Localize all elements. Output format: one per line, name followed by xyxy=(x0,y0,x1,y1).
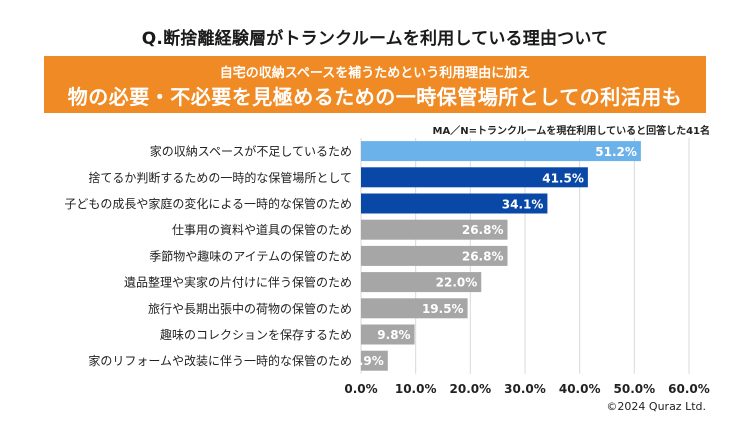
bar-value-label: 51.2% xyxy=(595,145,637,159)
bar xyxy=(361,298,468,319)
category-label: 旅行や長期出張中の荷物の保管のため xyxy=(148,301,352,316)
x-tick-label: 30.0% xyxy=(504,382,546,396)
bar-value-label: 26.8% xyxy=(462,249,504,263)
chart-title: Q.断捨離経験層がトランクルームを利用している理由ついて xyxy=(141,29,609,49)
bar xyxy=(361,167,588,188)
category-label: 趣味のコレクションを保存するため xyxy=(160,327,352,342)
bar xyxy=(361,245,508,266)
x-axis-ticks: 0.0% 10.0% 20.0% 30.0% 40.0% 50.0% 60.0% xyxy=(344,382,709,396)
bar-value-label: 34.1% xyxy=(502,198,544,212)
bar-value-label: 4.9% xyxy=(351,354,384,368)
bars xyxy=(361,141,641,371)
category-label: 家のリフォームや改装に伴う一時的な保管のため xyxy=(88,353,352,368)
category-label: 子どもの成長や家庭の変化による一時的な保管のため xyxy=(64,196,352,211)
x-tick-label: 10.0% xyxy=(395,382,437,396)
bar xyxy=(361,272,482,293)
category-label: 捨てるか判断するための一時的な保管場所として xyxy=(88,170,352,185)
bar-value-label: 41.5% xyxy=(542,171,584,185)
bar-value-label: 22.0% xyxy=(436,276,478,290)
x-tick-label: 20.0% xyxy=(450,382,492,396)
bar xyxy=(361,350,388,371)
category-label: 仕事用の資料や道具の保管のため xyxy=(172,222,352,237)
x-tick-label: 40.0% xyxy=(559,382,601,396)
x-tick-label: 50.0% xyxy=(614,382,656,396)
bar xyxy=(361,324,415,345)
bar xyxy=(361,219,508,240)
category-labels: 家の収納スペースが不足しているため捨てるか判断するための一時的な保管場所として子… xyxy=(64,144,352,369)
bar xyxy=(361,141,641,162)
category-label: 遺品整理や実家の片付けに伴う保管のため xyxy=(124,275,352,290)
banner-subtitle: 自宅の収納スペースを補うためという利用理由に加え xyxy=(219,66,531,81)
bar-value-label: 26.8% xyxy=(462,223,504,237)
copyright: ©2024 Quraz Ltd. xyxy=(606,400,706,413)
headline-banner: 自宅の収納スペースを補うためという利用理由に加え 物の必要・不必要を見極めるため… xyxy=(44,56,706,113)
bar-value-label: 9.8% xyxy=(377,328,410,342)
bar-value-label: 19.5% xyxy=(422,302,464,316)
banner-headline: 物の必要・不必要を見極めるための一時保管場所としての利活用も xyxy=(67,85,683,109)
value-labels: 51.2% 41.5% 34.1% 26.8% 26.8% 22.0% 19.5% 9.8% 4… xyxy=(351,145,637,368)
x-tick-label: 60.0% xyxy=(668,382,710,396)
category-label: 季節物や趣味のアイテムの保管のため xyxy=(149,248,352,263)
sample-note: MA／N=トランクルームを現在利用していると回答した41名 xyxy=(432,126,710,137)
x-tick-label: 0.0% xyxy=(344,382,377,396)
category-label: 家の収納スペースが不足しているため xyxy=(150,144,352,159)
bar xyxy=(361,193,548,214)
